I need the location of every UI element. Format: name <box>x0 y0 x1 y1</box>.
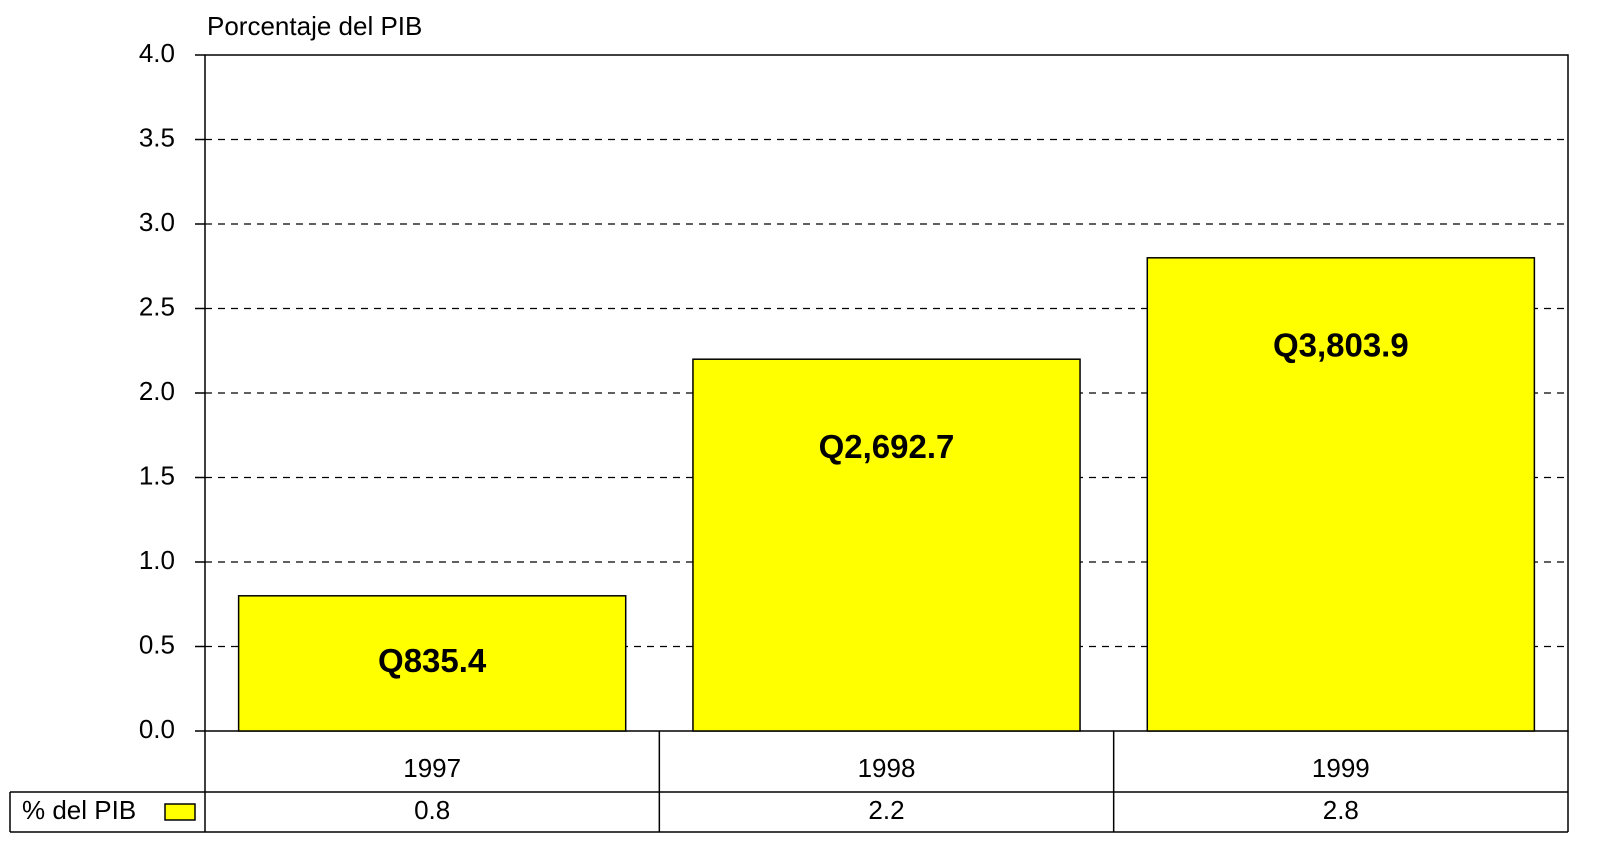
x-tick-label: 1999 <box>1312 753 1370 783</box>
bar-annotation: Q2,692.7 <box>819 428 955 465</box>
y-tick-label: 3.0 <box>139 207 175 237</box>
bar <box>237 595 627 732</box>
y-tick-label: 1.5 <box>139 460 175 490</box>
table-value: 2.8 <box>1323 795 1359 825</box>
y-tick-label: 1.0 <box>139 545 175 575</box>
table-value: 0.8 <box>414 795 450 825</box>
y-axis-label: Porcentaje del PIB <box>207 11 422 41</box>
table-value: 2.2 <box>868 795 904 825</box>
x-tick-label: 1997 <box>403 753 461 783</box>
bar <box>692 358 1081 732</box>
y-tick-label: 2.0 <box>139 376 175 406</box>
y-tick-label: 0.0 <box>139 714 175 744</box>
legend-label: % del PIB <box>22 795 136 825</box>
y-tick-label: 4.0 <box>139 38 175 68</box>
bar-annotation: Q3,803.9 <box>1273 327 1409 364</box>
y-tick-label: 3.5 <box>139 122 175 152</box>
bar-annotation: Q835.4 <box>378 642 487 679</box>
legend-swatch <box>164 803 196 821</box>
bar <box>1146 257 1536 732</box>
y-tick-label: 2.5 <box>139 291 175 321</box>
x-tick-label: 1998 <box>858 753 916 783</box>
y-tick-label: 0.5 <box>139 629 175 659</box>
